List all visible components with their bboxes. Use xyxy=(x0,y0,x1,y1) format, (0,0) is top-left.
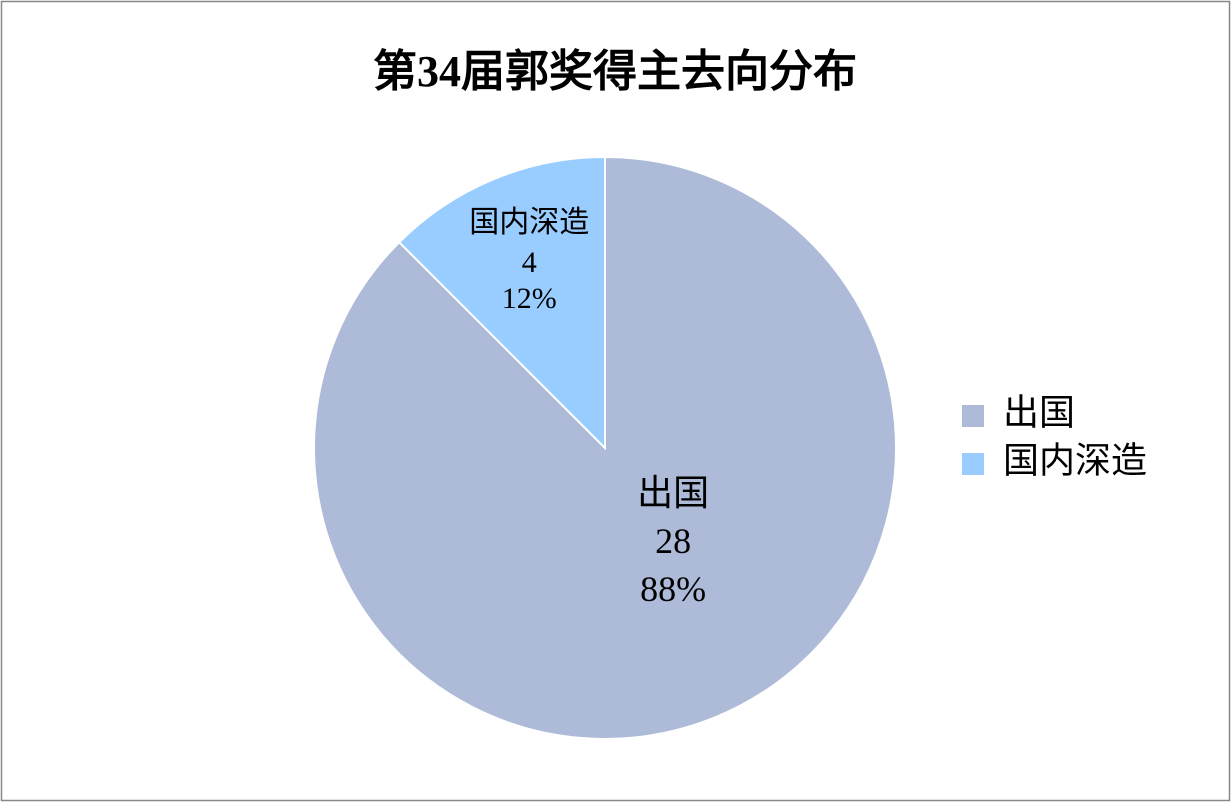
legend-swatch xyxy=(962,453,984,475)
legend-swatch xyxy=(962,405,984,427)
pie-slice xyxy=(397,155,606,451)
data-label-value: 4 xyxy=(522,246,537,279)
pie-slice xyxy=(313,155,897,740)
data-label-percent: 12% xyxy=(502,282,557,315)
data-label-category: 出国 xyxy=(637,473,709,513)
data-label-category: 国内深造 xyxy=(469,206,589,239)
data-label-value: 28 xyxy=(655,521,691,561)
chart-title: 第34届郭奖得主去向分布 xyxy=(373,47,857,96)
data-label-percent: 88% xyxy=(640,569,706,609)
legend-label: 出国 xyxy=(1003,392,1075,432)
legend-label: 国内深造 xyxy=(1003,440,1147,480)
